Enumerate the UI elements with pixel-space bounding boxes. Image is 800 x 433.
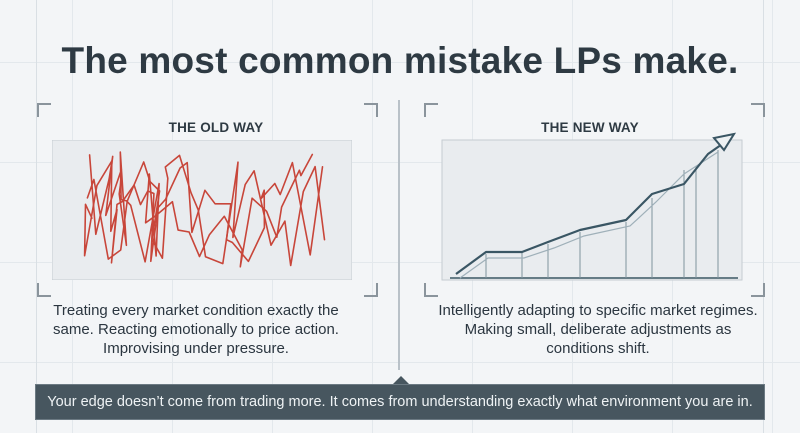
- frame-line-left: [36, 0, 37, 433]
- new-way-description: Intelligently adapting to specific marke…: [438, 302, 758, 357]
- banner-pointer: [393, 376, 409, 384]
- old-way-chart-frame: [52, 140, 352, 280]
- banner-text: Your edge doesn’t come from trading more…: [47, 394, 753, 410]
- staircase-trend-line: [455, 139, 729, 275]
- chaotic-scribble-chart-icon: [52, 140, 352, 280]
- bracket-bottom-right: [364, 283, 378, 297]
- rising-staircase-arrow-icon: [441, 132, 743, 281]
- page-title: The most common mistake LPs make.: [61, 40, 739, 81]
- new-way-label: THE NEW WAY: [541, 120, 639, 135]
- bracket-bottom-left: [424, 283, 438, 297]
- bottom-banner: Your edge doesn’t come from trading more…: [35, 384, 765, 420]
- bracket-top-right: [751, 103, 765, 117]
- staircase-pillars: [485, 150, 719, 278]
- staircase-shadow-line: [459, 151, 719, 279]
- bracket-bottom-left: [37, 283, 51, 297]
- scribble-segment: [88, 151, 314, 268]
- frame-line-right: [763, 0, 764, 433]
- old-way-label: THE OLD WAY: [168, 120, 264, 135]
- bracket-top-left: [424, 103, 438, 117]
- bracket-bottom-right: [751, 283, 765, 297]
- scribble-segment: [86, 154, 326, 267]
- arrow-head-icon: [712, 132, 737, 152]
- old-way-description: Treating every market condition exactly …: [53, 302, 339, 357]
- bracket-top-left: [37, 103, 51, 117]
- chaotic-price-line: [83, 151, 326, 268]
- new-way-chart-frame: [441, 139, 743, 281]
- scribble-segment: [83, 160, 324, 264]
- center-divider: [398, 100, 400, 370]
- bracket-top-right: [364, 103, 378, 117]
